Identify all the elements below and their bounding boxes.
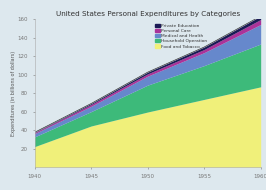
Y-axis label: Expenditures (in billions of dollars): Expenditures (in billions of dollars) bbox=[11, 51, 16, 136]
Title: United States Personal Expenditures by Categories: United States Personal Expenditures by C… bbox=[56, 11, 240, 17]
Legend: Private Education, Personal Care, Medical and Health, Household Operation, Food : Private Education, Personal Care, Medica… bbox=[154, 23, 209, 49]
